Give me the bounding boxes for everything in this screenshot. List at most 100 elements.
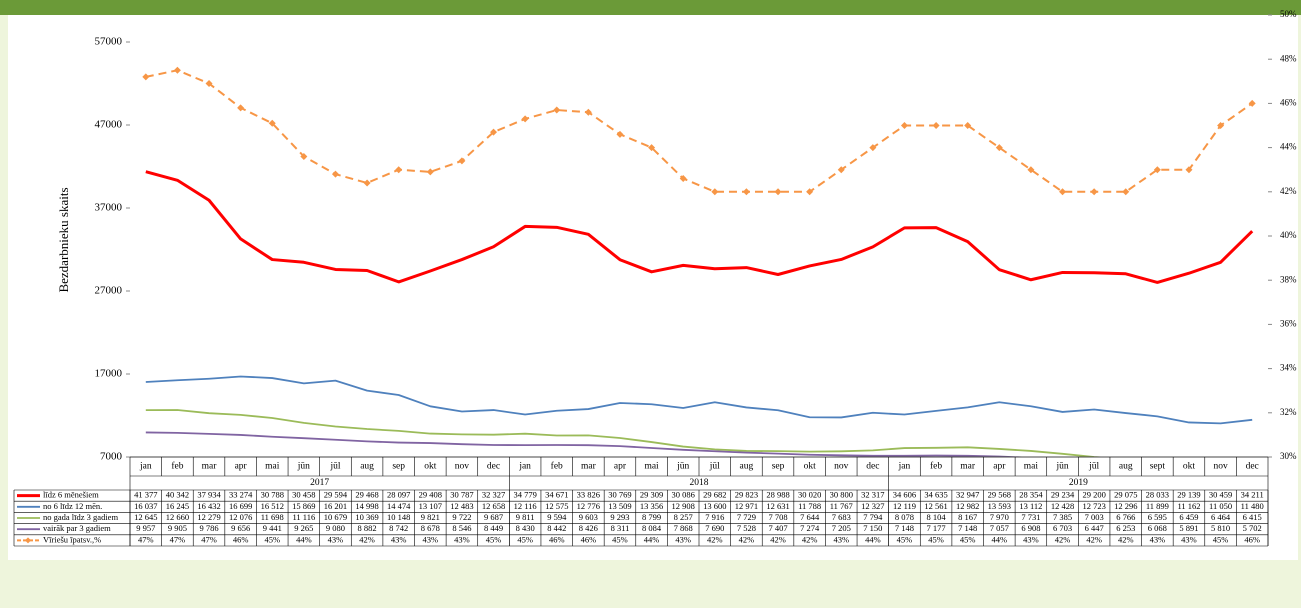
table-cell: 43% <box>833 534 849 544</box>
table-cell: 45% <box>1213 534 1229 544</box>
point-marker <box>806 188 814 196</box>
table-cell: 6 766 <box>1116 512 1135 522</box>
y2-tick-label: 48% <box>1280 53 1297 63</box>
y-tick-label: 17000 <box>95 368 123 380</box>
table-cell: 32 947 <box>956 490 979 500</box>
table-cell: 8 084 <box>642 523 662 533</box>
table-cell: 7 003 <box>1085 512 1104 522</box>
table-cell: 30 800 <box>830 490 853 500</box>
table-cell: 42% <box>802 534 818 544</box>
table-cell: 46% <box>549 534 565 544</box>
table-cell: 42% <box>1086 534 1102 544</box>
table-cell: 9 722 <box>452 512 471 522</box>
y2-tick-label: 42% <box>1280 186 1297 196</box>
table-cell: 30 769 <box>608 490 631 500</box>
table-cell: 7 794 <box>863 512 883 522</box>
x-tick-label: sept <box>1150 462 1166 472</box>
x-tick-label: aug <box>1119 462 1133 472</box>
title-banner <box>0 0 1301 15</box>
table-cell: 12 645 <box>134 512 157 522</box>
table-cell: 9 811 <box>516 512 535 522</box>
table-cell: 7 385 <box>1053 512 1072 522</box>
table-cell: 11 050 <box>1209 501 1232 511</box>
table-cell: 12 483 <box>450 501 473 511</box>
table-cell: 44% <box>644 534 660 544</box>
table-cell: 8 442 <box>547 523 566 533</box>
table-cell: 45% <box>612 534 628 544</box>
table-cell: 8 882 <box>358 523 377 533</box>
point-marker <box>774 188 782 196</box>
table-cell: 37 934 <box>197 490 221 500</box>
table-cell: 11 162 <box>1177 501 1200 511</box>
table-cell: 9 594 <box>547 512 567 522</box>
table-cell: 12 076 <box>229 512 252 522</box>
table-cell: 12 327 <box>861 501 884 511</box>
x-tick-label: mai <box>1024 462 1039 472</box>
table-cell: 44% <box>865 534 881 544</box>
table-cell: 6 464 <box>1211 512 1231 522</box>
x-tick-label: okt <box>1183 462 1196 472</box>
point-marker <box>679 175 687 183</box>
table-cell: 9 293 <box>610 512 629 522</box>
table-cell: 34 606 <box>893 490 916 500</box>
legend-marker <box>25 537 31 544</box>
table-cell: 28 354 <box>1019 490 1043 500</box>
table-cell: 29 408 <box>419 490 442 500</box>
point-marker <box>553 106 561 114</box>
table-cell: 7 057 <box>990 523 1009 533</box>
table-cell: 11 788 <box>798 501 821 511</box>
point-marker <box>995 144 1003 152</box>
legend-label: no 6 līdz 12 mēn. <box>43 501 102 511</box>
y-tick-label: 27000 <box>95 285 123 297</box>
table-cell: 9 786 <box>199 523 218 533</box>
point-marker <box>1122 188 1130 196</box>
point-marker <box>711 188 719 196</box>
x-tick-label: jūn <box>297 462 310 472</box>
x-tick-label: jūl <box>329 462 340 472</box>
y2-tick-label: 40% <box>1280 230 1297 240</box>
point-marker <box>426 168 434 176</box>
series-line <box>145 375 1253 425</box>
table-cell: 9 821 <box>421 512 440 522</box>
x-tick-label: mar <box>202 462 218 472</box>
table-cell: 45% <box>897 534 913 544</box>
series-line <box>145 409 1110 457</box>
table-cell: 16 037 <box>134 501 157 511</box>
x-tick-label: okt <box>804 462 817 472</box>
table-cell: 47% <box>138 534 154 544</box>
table-cell: 16 699 <box>229 501 252 511</box>
x-tick-label: jan <box>898 462 911 472</box>
table-cell: 8 167 <box>958 512 977 522</box>
table-cell: 34 635 <box>924 490 947 500</box>
point-marker <box>1027 166 1035 174</box>
table-cell: 41 377 <box>134 490 157 500</box>
table-cell: 29 468 <box>355 490 378 500</box>
table-cell: 8 546 <box>452 523 471 533</box>
table-cell: 7 528 <box>737 523 756 533</box>
table-cell: 10 679 <box>324 512 347 522</box>
x-tick-label: aug <box>360 462 374 472</box>
table-cell: 43% <box>1023 534 1039 544</box>
table-cell: 11 899 <box>1146 501 1169 511</box>
table-cell: 16 201 <box>324 501 347 511</box>
table-cell: 7 205 <box>832 523 851 533</box>
x-tick-label: dec <box>487 462 500 472</box>
table-cell: 9 265 <box>294 523 313 533</box>
y2-tick-label: 38% <box>1280 274 1297 284</box>
table-cell: 45% <box>264 534 280 544</box>
table-cell: 12 660 <box>166 512 189 522</box>
table-cell: 7 148 <box>958 523 977 533</box>
x-tick-label: okt <box>424 462 437 472</box>
group-label: 2019 <box>1069 478 1088 488</box>
table-cell: 8 430 <box>516 523 535 533</box>
table-cell: 42% <box>1055 534 1071 544</box>
table-cell: 12 119 <box>893 501 916 511</box>
point-marker <box>900 122 908 129</box>
table-cell: 34 779 <box>513 490 536 500</box>
y2-tick-label: 44% <box>1280 142 1297 152</box>
table-cell: 9 441 <box>263 523 282 533</box>
table-cell: 30 458 <box>292 490 315 500</box>
point-marker <box>458 157 466 165</box>
x-tick-label: apr <box>993 462 1006 472</box>
